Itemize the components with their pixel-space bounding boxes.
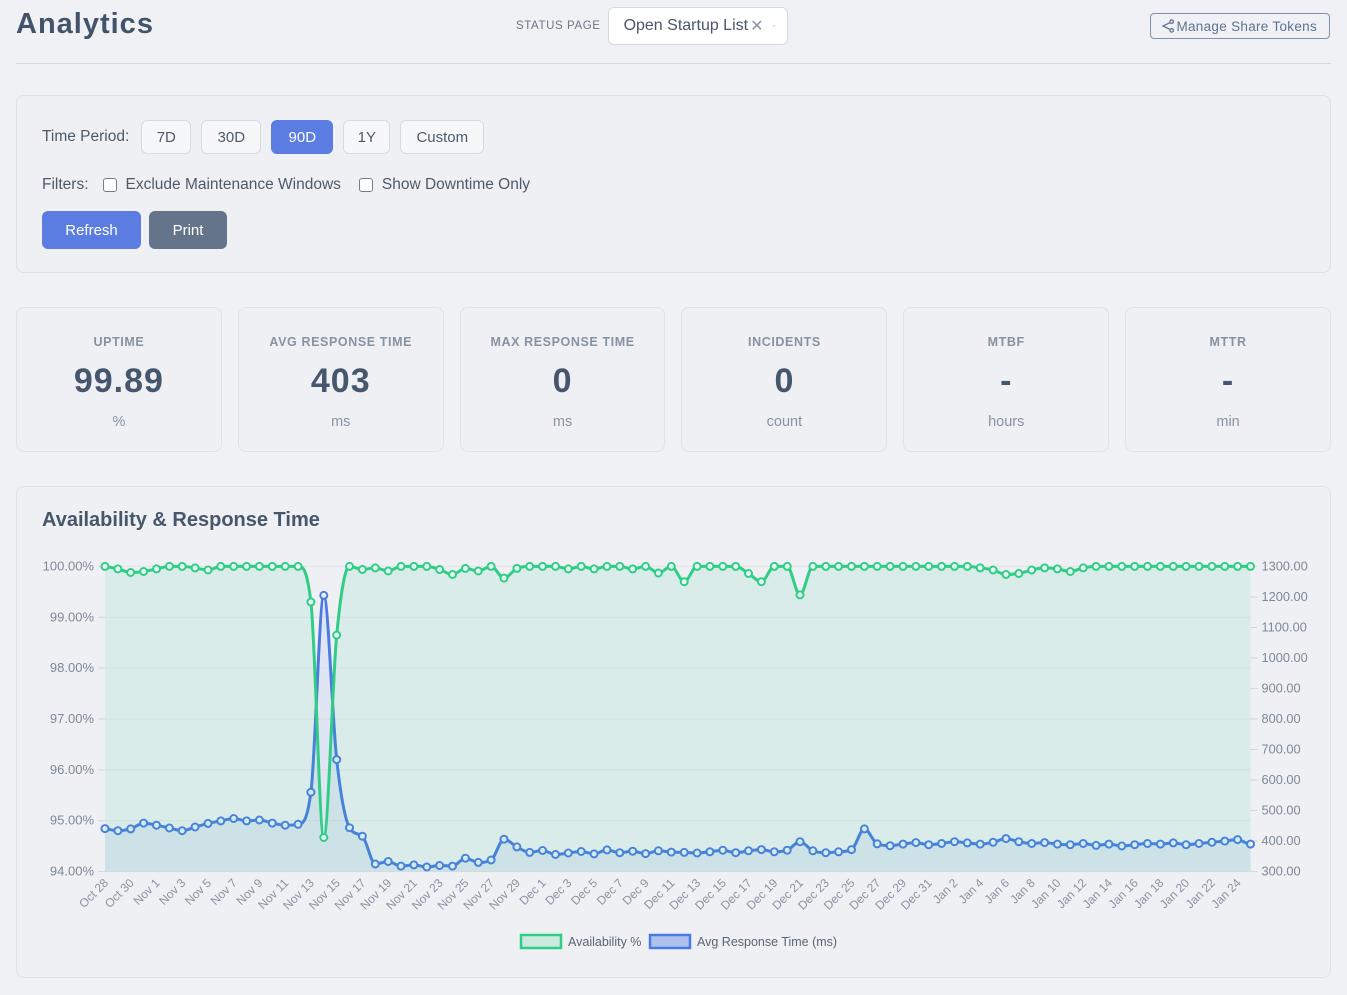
svg-text:100.00%: 100.00% (43, 558, 95, 573)
svg-text:600.00: 600.00 (1262, 772, 1301, 787)
svg-text:95.00%: 95.00% (50, 813, 95, 828)
svg-text:1300.00: 1300.00 (1262, 558, 1308, 573)
svg-text:Nov 7: Nov 7 (208, 876, 240, 908)
svg-text:Jan 6: Jan 6 (981, 876, 1012, 907)
svg-text:94.00%: 94.00% (50, 864, 95, 879)
svg-text:Nov 1: Nov 1 (131, 876, 163, 908)
svg-text:Nov 3: Nov 3 (156, 876, 188, 908)
svg-text:98.00%: 98.00% (50, 660, 95, 675)
svg-text:Dec 7: Dec 7 (594, 876, 626, 908)
svg-text:Jan 2: Jan 2 (930, 876, 961, 907)
svg-text:Nov 5: Nov 5 (182, 876, 214, 908)
svg-text:1200.00: 1200.00 (1262, 589, 1308, 604)
svg-text:Dec 1: Dec 1 (517, 876, 549, 908)
svg-text:Oct 30: Oct 30 (102, 876, 137, 911)
svg-text:97.00%: 97.00% (50, 711, 95, 726)
svg-text:500.00: 500.00 (1262, 803, 1301, 818)
svg-text:700.00: 700.00 (1262, 742, 1301, 757)
svg-text:300.00: 300.00 (1262, 864, 1301, 879)
svg-text:1100.00: 1100.00 (1262, 619, 1307, 634)
svg-text:Avg Response Time (ms): Avg Response Time (ms) (697, 935, 837, 949)
svg-text:Dec 3: Dec 3 (542, 876, 574, 908)
svg-text:Jan 24: Jan 24 (1208, 876, 1244, 912)
svg-text:900.00: 900.00 (1262, 681, 1301, 696)
svg-text:Dec 5: Dec 5 (568, 876, 600, 908)
svg-text:400.00: 400.00 (1262, 833, 1301, 848)
svg-text:Availability %: Availability % (568, 935, 641, 949)
svg-text:800.00: 800.00 (1262, 711, 1301, 726)
svg-text:Jan 4: Jan 4 (956, 876, 987, 907)
svg-text:99.00%: 99.00% (50, 609, 95, 624)
svg-text:96.00%: 96.00% (50, 762, 95, 777)
svg-text:1000.00: 1000.00 (1262, 650, 1308, 665)
